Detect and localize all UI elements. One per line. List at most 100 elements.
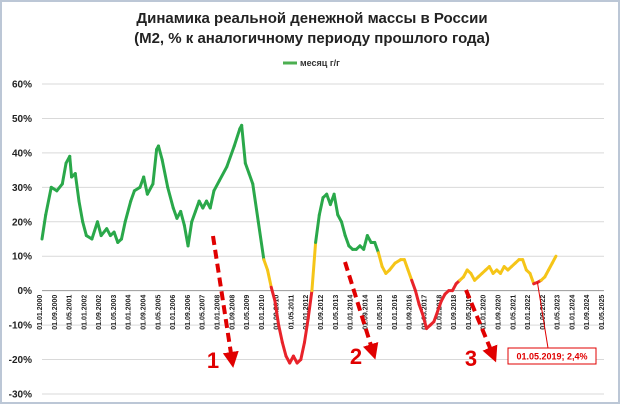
x-tick-label: 01.09.2018 [451,295,458,330]
arrow-label-3: 3 [465,346,477,371]
x-tick-label: 01.01.2002 [81,295,88,330]
series-segment [217,165,229,182]
series-segment [179,209,186,227]
series-segment [232,127,242,148]
x-tick-label: 01.09.2022 [540,295,547,330]
x-tick-label: 01.05.2009 [244,295,251,330]
series-segment [521,258,528,272]
x-tick-label: 01.09.2014 [362,295,369,330]
x-tick-label: 01.05.2007 [200,295,207,330]
series-segment [68,154,74,179]
series-segment [413,289,421,306]
series-segment [410,278,417,293]
series-segment [160,158,170,189]
series-segment [269,285,277,303]
series-segment [77,199,85,224]
series-segment [212,178,221,193]
x-tick-label: 01.01.2022 [525,295,532,330]
series-segment [225,144,236,169]
x-tick-label: 01.09.2004 [141,295,148,330]
callout-leader [536,282,549,349]
series-segment [90,220,99,241]
x-tick-label: 01.05.2013 [333,295,340,330]
series-segment [190,209,197,224]
arrow-label-2: 2 [350,344,362,369]
x-tick-label: 01.01.2020 [481,295,488,330]
series-segment [550,254,558,265]
series-segment [256,220,266,262]
series-segment [273,299,281,327]
x-tick-label: 01.01.2006 [170,295,177,330]
series-line [40,123,558,365]
x-tick-label: 01.05.2005 [155,295,162,330]
y-tick-label: 50% [12,114,32,125]
x-tick-label: 01.09.2020 [495,295,502,330]
series-segment [129,189,136,203]
x-tick-label: 01.09.2000 [52,295,59,330]
chart-subtitle: (М2, % к аналогичному периоду прошлого г… [134,30,490,47]
series-segment [402,258,410,272]
series-segment [145,182,155,196]
x-tick-label: 01.05.2021 [510,295,517,330]
series-segment [436,299,443,313]
series-segment [406,268,414,282]
series-segment [339,220,347,238]
y-tick-label: 10% [12,252,32,263]
series-segment [432,309,440,324]
annotations: 1 2 3 01.05.2019; 2,4% [207,235,597,373]
series-segment [306,289,314,320]
y-tick-label: 20% [12,217,32,228]
x-tick-label: 01.09.2002 [96,295,103,330]
x-tick-label: 01.05.2019 [466,295,473,330]
series-segment [332,192,340,217]
series-segment [247,172,255,186]
x-tick-label: 01.05.2001 [67,295,74,330]
series-segment [376,251,384,269]
series-segment [243,161,251,176]
x-tick-label: 01.05.2023 [555,295,562,330]
y-tick-label: 40% [12,148,32,159]
chart-title: Динамика реальной денежной массы в Росси… [136,10,487,27]
series-segment [123,199,133,224]
series-segment [119,220,127,241]
y-tick-label: 0% [18,286,33,297]
series-segment [60,161,68,186]
x-tick-label: 01.01.2016 [392,295,399,330]
legend-label: месяц г/г [300,58,340,68]
callout-box [507,347,597,365]
series-segment [421,313,429,331]
arrow-label-1: 1 [207,348,219,373]
series-segment [240,123,247,165]
series-segment [73,172,81,203]
series-segment [317,196,325,217]
x-tick-label: 01.09.2006 [185,295,192,330]
series-segment [81,220,88,238]
series-segment [44,185,53,217]
x-tick-label: 01.05.2025 [599,295,606,330]
series-segment [303,316,310,344]
x-tick-label: 01.05.2003 [111,295,118,330]
y-tick-label: -10% [9,321,32,332]
series-segment [262,258,270,272]
x-tick-label: 01.09.2016 [407,295,414,330]
x-tick-label: 01.01.2000 [37,295,44,330]
callout-label: 01.05.2019; 2,4% [516,352,587,362]
arrow-2 [343,261,379,360]
x-tick-label: 01.01.2018 [436,295,443,330]
x-tick-label: 01.09.2024 [584,295,591,330]
x-tick-label: 01.01.2004 [126,295,133,330]
x-tick-label: 01.05.2011 [288,295,295,330]
series-segment [310,240,318,293]
y-tick-label: -30% [9,390,32,401]
series-segment [277,323,284,344]
series-segment [156,144,164,162]
x-tick-label: 01.01.2014 [348,295,355,330]
x-tick-label: 01.01.2024 [569,295,576,330]
series-segment [95,220,103,238]
series-segment [343,234,351,248]
series-segment [362,234,369,251]
series-segment [142,175,149,196]
y-tick-label: -20% [9,355,32,366]
